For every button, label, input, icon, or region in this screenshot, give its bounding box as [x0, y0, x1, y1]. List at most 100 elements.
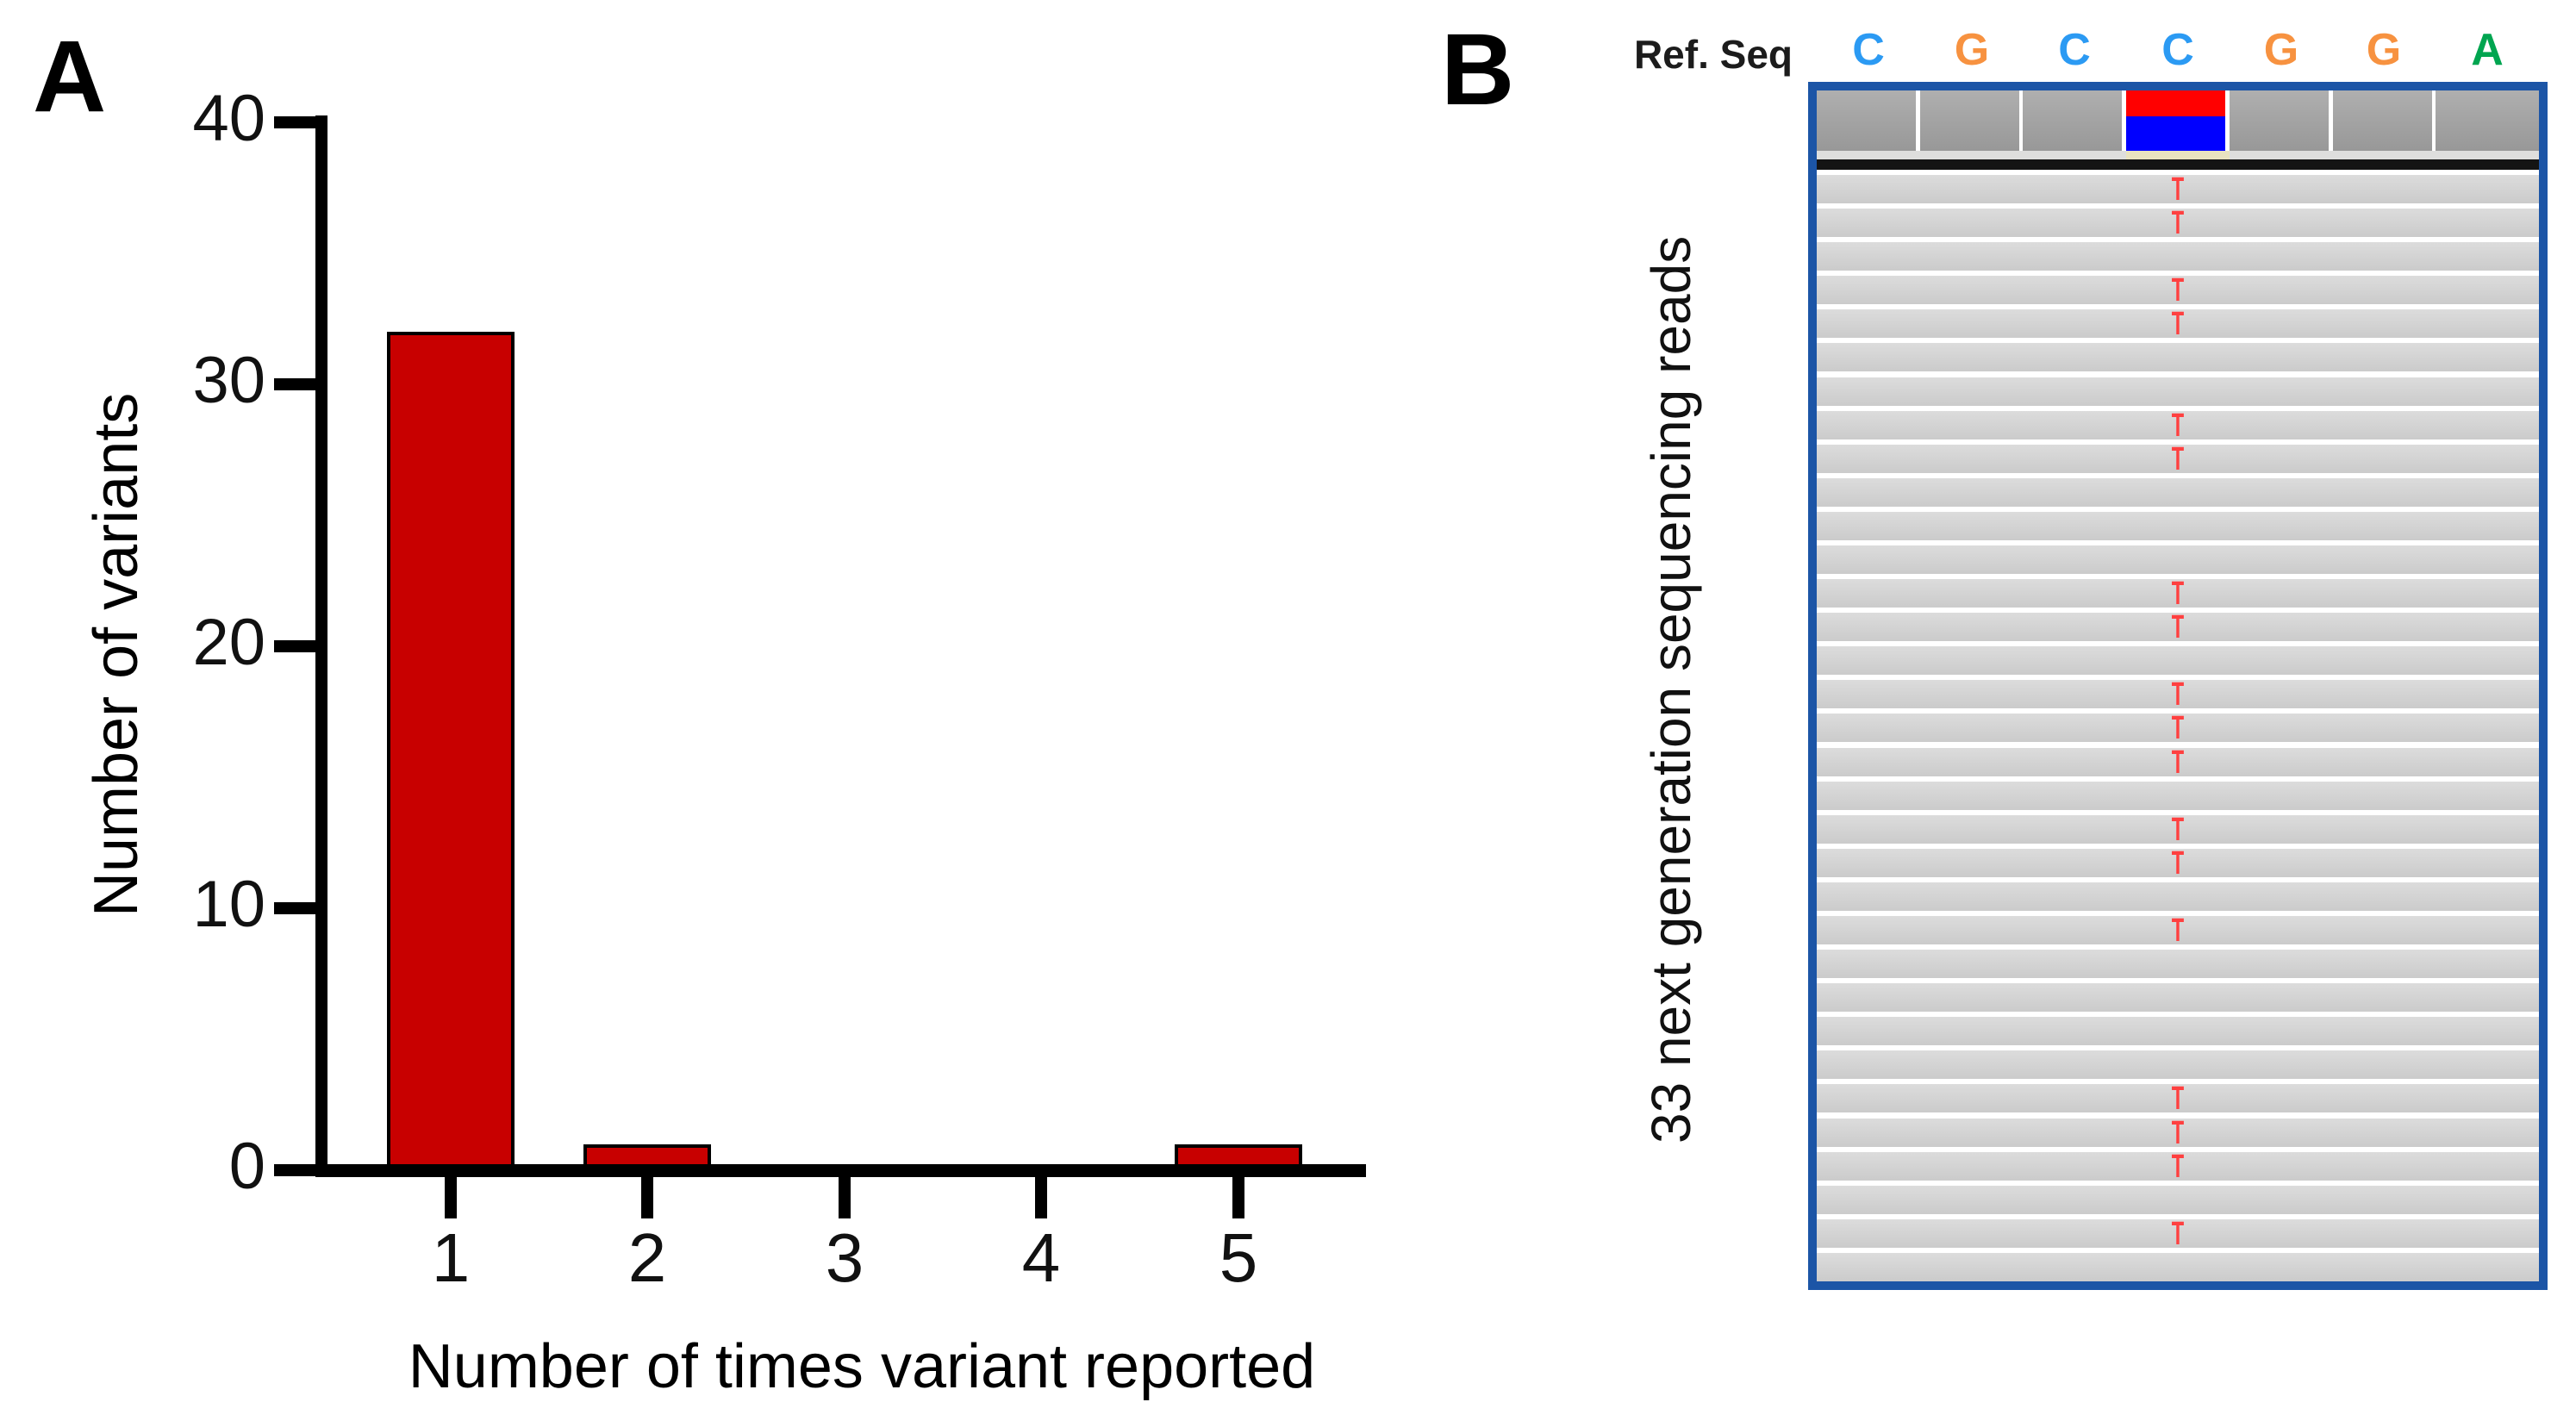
panel-a-bar-chart: 40 30 20 10 0 1 2 3 4 5 — [192, 82, 1366, 1296]
ref-seq-label: Ref. Seq — [1633, 32, 1793, 77]
read-row-12 — [1817, 545, 2539, 574]
variant-base-mark: T — [2171, 576, 2185, 612]
coverage-column-5 — [2230, 90, 2333, 151]
read-row-7 — [1817, 377, 2539, 406]
read-row-16 — [1817, 680, 2539, 708]
variant-base-mark: T — [2171, 1115, 2185, 1151]
variant-base-mark: T — [2171, 171, 2185, 208]
y-tick-mark — [274, 902, 315, 914]
read-row-24 — [1817, 950, 2539, 978]
read-row-13 — [1817, 579, 2539, 608]
x-tick-label: 4 — [1021, 1219, 1061, 1296]
read-row-3 — [1817, 242, 2539, 271]
bar-times-2 — [583, 1144, 711, 1168]
read-row-33 — [1817, 1253, 2539, 1281]
y-tick-label: 10 — [192, 868, 265, 941]
coverage-ref-allele — [2126, 116, 2225, 151]
variant-base-mark: T — [2171, 306, 2185, 342]
coverage-column-6 — [2333, 90, 2436, 151]
coverage-variant-allele — [2126, 90, 2225, 116]
read-row-21 — [1817, 849, 2539, 877]
y-tick-mark — [274, 116, 315, 128]
read-row-6 — [1817, 343, 2539, 371]
variant-base-mark: T — [2171, 710, 2185, 746]
x-tick-mark — [1232, 1177, 1244, 1218]
x-axis-line — [315, 1164, 1366, 1177]
coverage-column-3 — [2023, 90, 2126, 151]
read-row-30 — [1817, 1152, 2539, 1181]
x-tick-label: 5 — [1219, 1219, 1258, 1296]
read-row-25 — [1817, 983, 2539, 1012]
read-row-32 — [1817, 1219, 2539, 1248]
coverage-column-1 — [1817, 90, 1920, 151]
reads-top-divider — [1817, 159, 2539, 170]
variant-base-mark: T — [2171, 812, 2185, 848]
coverage-column-2 — [1920, 90, 2024, 151]
y-tick-mark — [274, 1164, 315, 1176]
read-row-14 — [1817, 613, 2539, 641]
read-row-1 — [1817, 175, 2539, 203]
read-row-5 — [1817, 309, 2539, 338]
x-tick-mark — [1035, 1177, 1047, 1218]
y-tick-mark — [274, 640, 315, 652]
read-row-18 — [1817, 748, 2539, 776]
ref-base-2: G — [1954, 25, 1990, 75]
panel-a-x-axis-title: Number of times variant reported — [408, 1332, 1316, 1401]
y-tick-mark — [274, 378, 315, 390]
ref-base-4: C — [2161, 25, 2194, 75]
x-tick-label: 3 — [825, 1219, 864, 1296]
read-row-29 — [1817, 1119, 2539, 1147]
variant-base-mark: T — [2171, 1216, 2185, 1252]
read-row-4 — [1817, 276, 2539, 304]
ref-base-6: G — [2366, 25, 2402, 75]
bar-times-5 — [1175, 1144, 1302, 1168]
coverage-column-4 — [2126, 90, 2230, 151]
read-row-8 — [1817, 411, 2539, 439]
read-row-23 — [1817, 916, 2539, 944]
y-tick-label: 0 — [228, 1130, 265, 1203]
coverage-column-7 — [2436, 90, 2539, 151]
variant-base-mark: T — [2171, 272, 2185, 308]
variant-base-mark: T — [2171, 1149, 2185, 1185]
ref-base-7: A — [2471, 25, 2504, 75]
x-tick-mark — [641, 1177, 653, 1218]
x-tick-mark — [839, 1177, 851, 1218]
read-row-22 — [1817, 882, 2539, 911]
y-axis-line — [315, 115, 327, 1177]
y-tick-label: 40 — [192, 82, 265, 155]
panel-b-label: B — [1441, 13, 1515, 127]
x-tick-label: 2 — [627, 1219, 667, 1296]
panel-a-label: A — [33, 20, 107, 134]
read-row-26 — [1817, 1017, 2539, 1045]
read-row-11 — [1817, 512, 2539, 540]
y-tick-label: 30 — [192, 344, 265, 417]
variant-baseline-strip — [2126, 151, 2230, 159]
read-row-27 — [1817, 1050, 2539, 1079]
read-row-17 — [1817, 714, 2539, 742]
read-row-20 — [1817, 815, 2539, 844]
variant-base-mark: T — [2171, 1081, 2185, 1117]
read-row-31 — [1817, 1186, 2539, 1214]
variant-base-mark: T — [2171, 913, 2185, 949]
read-row-10 — [1817, 478, 2539, 507]
read-row-9 — [1817, 445, 2539, 473]
variant-base-mark: T — [2171, 745, 2185, 781]
variant-base-mark: T — [2171, 676, 2185, 713]
read-row-19 — [1817, 782, 2539, 810]
x-tick-label: 1 — [431, 1219, 471, 1296]
variant-base-mark: T — [2171, 408, 2185, 444]
ref-base-5: G — [2263, 25, 2299, 75]
x-tick-mark — [445, 1177, 457, 1218]
ref-base-1: C — [1852, 25, 1885, 75]
variant-base-mark: T — [2171, 441, 2185, 477]
bar-times-1 — [387, 332, 515, 1168]
variant-base-mark: T — [2171, 609, 2185, 645]
read-row-2 — [1817, 209, 2539, 237]
read-row-15 — [1817, 646, 2539, 675]
read-row-28 — [1817, 1084, 2539, 1112]
variant-base-mark: T — [2171, 845, 2185, 882]
